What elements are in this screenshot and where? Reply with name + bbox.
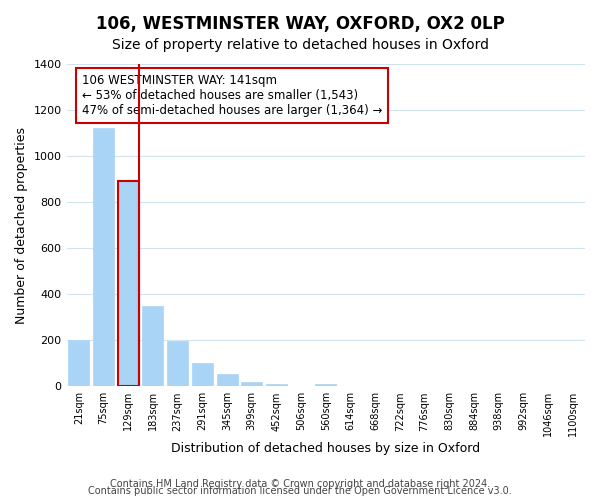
Bar (266, 384, 287, 386)
Bar (315, 384, 336, 386)
Bar (217, 374, 238, 386)
Text: Contains public sector information licensed under the Open Government Licence v3: Contains public sector information licen… (88, 486, 512, 496)
Text: 106 WESTMINSTER WAY: 141sqm
← 53% of detached houses are smaller (1,543)
47% of : 106 WESTMINSTER WAY: 141sqm ← 53% of det… (82, 74, 382, 116)
Bar (93, 128, 114, 386)
Text: Contains HM Land Registry data © Crown copyright and database right 2024.: Contains HM Land Registry data © Crown c… (110, 479, 490, 489)
Text: 106, WESTMINSTER WAY, OXFORD, OX2 0LP: 106, WESTMINSTER WAY, OXFORD, OX2 0LP (95, 15, 505, 33)
Bar (192, 364, 213, 386)
Bar (142, 306, 163, 386)
Bar (241, 382, 262, 386)
Bar (167, 342, 188, 386)
Bar (118, 182, 139, 386)
X-axis label: Distribution of detached houses by size in Oxford: Distribution of detached houses by size … (171, 442, 481, 455)
Bar (68, 340, 89, 386)
Y-axis label: Number of detached properties: Number of detached properties (15, 126, 28, 324)
Text: Size of property relative to detached houses in Oxford: Size of property relative to detached ho… (112, 38, 488, 52)
